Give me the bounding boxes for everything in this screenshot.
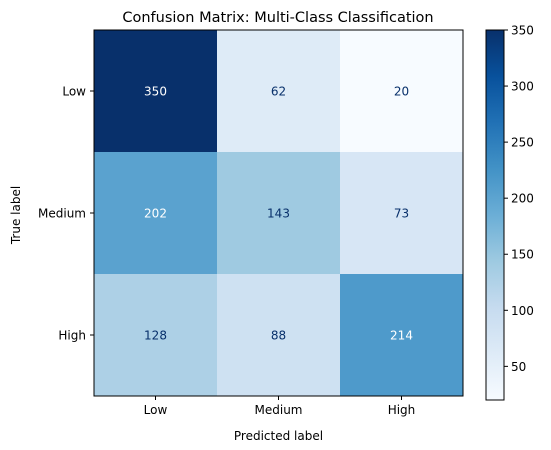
colorbar: 50 100 150 200 250 300 350 <box>485 24 534 401</box>
y-axis-label: True label <box>9 186 23 245</box>
heatmap-cell <box>94 274 217 396</box>
x-axis-label: Predicted label <box>234 429 323 443</box>
x-tick-label: Medium <box>255 403 303 417</box>
colorbar-tick-label: 300 <box>511 80 534 94</box>
heatmap-cell <box>94 152 217 274</box>
colorbar-tick-label: 350 <box>511 24 534 38</box>
heatmap-cell <box>217 274 340 396</box>
y-tick-label: Low <box>62 85 86 99</box>
heatmap-cell <box>94 30 217 152</box>
cell-value-label: 88 <box>271 329 286 343</box>
heatmap-cells: 350 62 20 202 143 73 128 88 214 <box>93 29 464 397</box>
heatmap-cell <box>217 152 340 274</box>
colorbar-tick-label: 100 <box>511 304 534 318</box>
cell-value-label: 128 <box>144 329 167 343</box>
heatmap-cell <box>217 30 340 152</box>
colorbar-tick-label: 200 <box>511 192 534 206</box>
y-axis: Low Medium High <box>38 85 94 343</box>
heatmap-cell <box>340 30 463 152</box>
x-axis: Low Medium High <box>144 396 416 417</box>
y-tick-label: Medium <box>38 207 86 221</box>
cell-value-label: 143 <box>267 207 290 221</box>
cell-value-label: 73 <box>394 207 409 221</box>
heatmap-cell <box>340 152 463 274</box>
cell-value-label: 350 <box>144 85 167 99</box>
x-tick-label: Low <box>144 403 168 417</box>
chart-title: Confusion Matrix: Multi-Class Classifica… <box>122 10 433 26</box>
y-tick-label: High <box>58 329 86 343</box>
colorbar-tick-label: 50 <box>511 360 526 374</box>
heatmap-cell <box>340 274 463 396</box>
colorbar-gradient <box>485 29 505 401</box>
cell-value-label: 62 <box>271 85 286 99</box>
cell-value-label: 20 <box>394 85 409 99</box>
cell-value-label: 202 <box>144 207 167 221</box>
x-tick-label: High <box>388 403 416 417</box>
colorbar-tick-label: 250 <box>511 136 534 150</box>
colorbar-tick-label: 150 <box>511 248 534 262</box>
cell-value-label: 214 <box>390 329 413 343</box>
